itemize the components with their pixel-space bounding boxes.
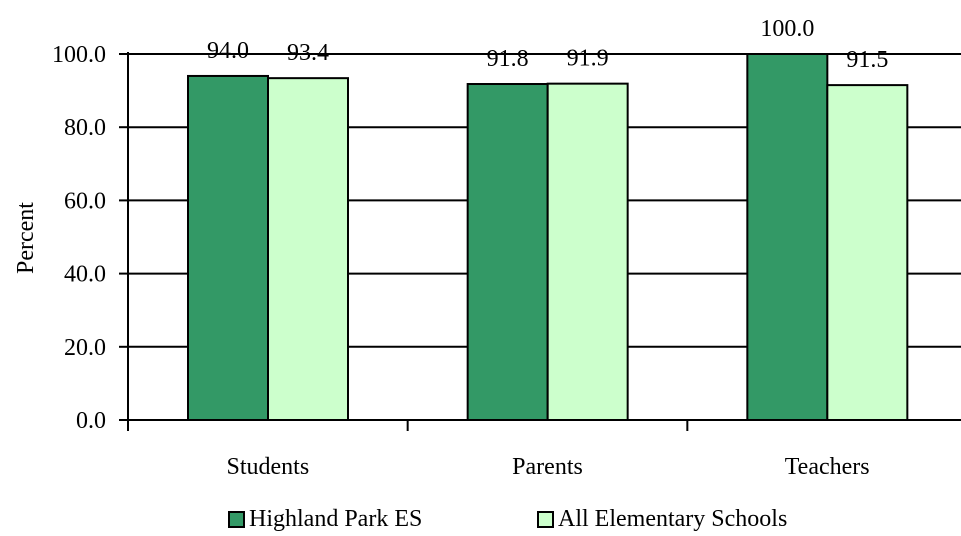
legend: Highland Park ES All Elementary Schools (0, 506, 961, 534)
y-tick-label: 100.0 (52, 42, 106, 68)
data-labels: 94.0 93.4 91.8 91.9 100.0 91.5 (207, 16, 888, 73)
legend-swatch-all-elementary (537, 511, 554, 528)
x-tick-label: Parents (512, 454, 583, 480)
data-label: 91.5 (846, 47, 888, 73)
legend-label-all-elementary: All Elementary Schools (558, 506, 788, 532)
data-label: 91.9 (567, 46, 609, 72)
bar (187, 74, 269, 422)
y-tick-label: 80.0 (64, 115, 106, 141)
x-tick-label: Students (226, 454, 309, 480)
bars (187, 53, 909, 422)
y-tick-label: 0.0 (76, 408, 106, 434)
x-tick-label: Teachers (785, 454, 870, 480)
bar (826, 84, 909, 422)
legend-swatch-highland-park (228, 511, 245, 528)
y-axis-title: Percent (13, 202, 39, 274)
bar (466, 83, 549, 422)
legend-item-all-elementary: All Elementary Schools (537, 506, 787, 533)
data-label: 93.4 (287, 40, 329, 66)
y-tick-label: 40.0 (64, 262, 106, 288)
y-tick-label: 20.0 (64, 335, 106, 361)
axes: 0.0 20.0 40.0 60.0 80.0 100.0 Students Parents T… (52, 42, 961, 480)
bar (546, 82, 629, 421)
bar-chart: 0.0 20.0 40.0 60.0 80.0 100.0 Students Parents T… (13, 16, 961, 480)
y-tick-label: 60.0 (64, 188, 106, 214)
legend-label-highland-park: Highland Park ES (249, 506, 423, 532)
bar (267, 77, 349, 421)
bar (746, 53, 829, 421)
data-label: 100.0 (760, 16, 814, 42)
data-label: 91.8 (487, 46, 529, 72)
legend-item-highland-park: Highland Park ES (228, 506, 422, 533)
data-label: 94.0 (207, 38, 249, 64)
